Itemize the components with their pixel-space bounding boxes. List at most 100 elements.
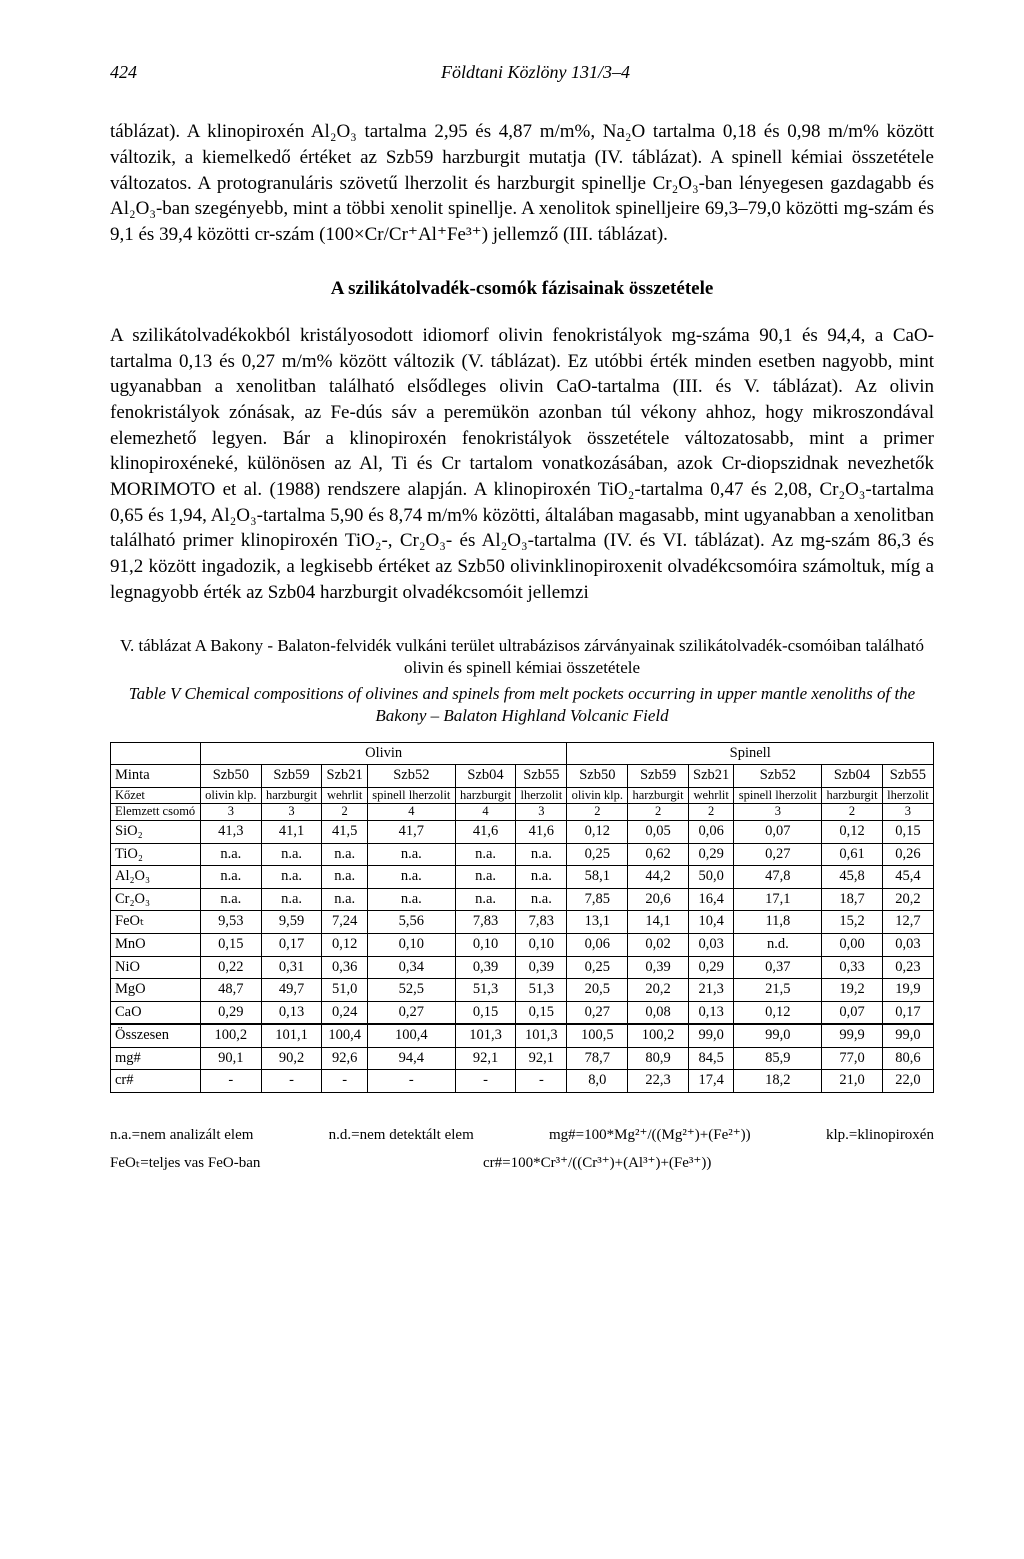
cell: 41,5 — [322, 821, 368, 844]
row-label: FeOₜ — [111, 911, 201, 934]
row-label: Cr₂O₃ — [111, 888, 201, 911]
cell: 47,8 — [734, 866, 822, 889]
cell: 78,7 — [567, 1047, 628, 1070]
cell: 21,3 — [688, 979, 734, 1002]
count-row: Elemzett csomó 3 3 2 4 4 3 2 2 2 3 2 3 — [111, 804, 934, 821]
table-row: MgO48,749,751,052,551,351,320,520,221,32… — [111, 979, 934, 1002]
cell: 92,1 — [455, 1047, 516, 1070]
cell: 50,0 — [688, 866, 734, 889]
cell: 0,06 — [688, 821, 734, 844]
cell: 0,15 — [200, 934, 261, 957]
row-label: Összesen — [111, 1024, 201, 1047]
table-caption-hu: V. táblázat A Bakony - Balaton-felvidék … — [110, 635, 934, 679]
cell: 0,29 — [688, 843, 734, 866]
cell: 51,0 — [322, 979, 368, 1002]
cell: 0,05 — [628, 821, 689, 844]
section-heading: A szilikátolvadék-csomók fázisainak össz… — [110, 276, 934, 302]
cell: 90,2 — [261, 1047, 322, 1070]
cell: 18,7 — [822, 888, 883, 911]
cell: 77,0 — [822, 1047, 883, 1070]
cell: 51,3 — [455, 979, 516, 1002]
cell: 0,13 — [261, 1001, 322, 1024]
row-label: mg# — [111, 1047, 201, 1070]
rock-type-row: Kőzet olivin klp. harzburgit wehrlit spi… — [111, 787, 934, 804]
elemzett-label: Elemzett csomó — [111, 804, 201, 821]
cell: 0,25 — [567, 843, 628, 866]
table-row: Al₂O₃n.a.n.a.n.a.n.a.n.a.n.a.58,144,250,… — [111, 866, 934, 889]
cell: 21,5 — [734, 979, 822, 1002]
row-label: Al₂O₃ — [111, 866, 201, 889]
cell: - — [367, 1070, 455, 1093]
cell: 44,2 — [628, 866, 689, 889]
cell: 16,4 — [688, 888, 734, 911]
table-row: Összesen100,2101,1100,4100,4101,3101,310… — [111, 1024, 934, 1047]
cell: 45,8 — [822, 866, 883, 889]
cell: 5,56 — [367, 911, 455, 934]
cell: 8,0 — [567, 1070, 628, 1093]
cell: 20,2 — [628, 979, 689, 1002]
row-label: MnO — [111, 934, 201, 957]
journal-title: Földtani Közlöny 131/3–4 — [137, 60, 934, 84]
row-label: cr# — [111, 1070, 201, 1093]
cell: n.a. — [200, 866, 261, 889]
cell: 0,03 — [688, 934, 734, 957]
cell: 0,31 — [261, 956, 322, 979]
kozet-label: Kőzet — [111, 787, 201, 804]
cell: 0,17 — [882, 1001, 933, 1024]
cell: 0,15 — [516, 1001, 567, 1024]
row-label: MgO — [111, 979, 201, 1002]
cell: n.a. — [367, 843, 455, 866]
cell: - — [322, 1070, 368, 1093]
cell: 20,2 — [882, 888, 933, 911]
paragraph-1: táblázat). A klinopiroxén Al₂O₃ tartalma… — [110, 119, 934, 247]
cell: 100,2 — [628, 1024, 689, 1047]
cell: 0,37 — [734, 956, 822, 979]
cell: 0,25 — [567, 956, 628, 979]
cell: 80,9 — [628, 1047, 689, 1070]
cell: 45,4 — [882, 866, 933, 889]
table-row: TiO₂n.a.n.a.n.a.n.a.n.a.n.a.0,250,620,29… — [111, 843, 934, 866]
cell: 92,1 — [516, 1047, 567, 1070]
cell: 0,12 — [822, 821, 883, 844]
cell: n.a. — [516, 888, 567, 911]
cell: 41,6 — [516, 821, 567, 844]
cell: 17,4 — [688, 1070, 734, 1093]
cell: - — [455, 1070, 516, 1093]
footnote-na: n.a.=nem analizált elem — [110, 1121, 253, 1150]
paragraph-2: A szilikátolvadékokból kristályosodott i… — [110, 323, 934, 605]
cell: 41,6 — [455, 821, 516, 844]
cell: 48,7 — [200, 979, 261, 1002]
cell: n.a. — [322, 866, 368, 889]
cell: 22,0 — [882, 1070, 933, 1093]
cell: n.a. — [367, 888, 455, 911]
footnotes: n.a.=nem analizált elem n.d.=nem detektá… — [110, 1121, 934, 1178]
cell: 41,3 — [200, 821, 261, 844]
cell: 13,1 — [567, 911, 628, 934]
table-row: Cr₂O₃n.a.n.a.n.a.n.a.n.a.n.a.7,8520,616,… — [111, 888, 934, 911]
cell: 0,39 — [516, 956, 567, 979]
cell: n.d. — [734, 934, 822, 957]
table-row: cr#------8,022,317,418,221,022,0 — [111, 1070, 934, 1093]
cell: 21,0 — [822, 1070, 883, 1093]
cell: 52,5 — [367, 979, 455, 1002]
cell: 15,2 — [822, 911, 883, 934]
table-row: NiO0,220,310,360,340,390,390,250,390,290… — [111, 956, 934, 979]
cell: 0,08 — [628, 1001, 689, 1024]
cell: n.a. — [200, 888, 261, 911]
cell: 12,7 — [882, 911, 933, 934]
cell: 84,5 — [688, 1047, 734, 1070]
cell: 101,3 — [516, 1024, 567, 1047]
cell: 9,59 — [261, 911, 322, 934]
cell: 100,5 — [567, 1024, 628, 1047]
page-header: 424 Földtani Közlöny 131/3–4 — [110, 60, 934, 84]
cell: 90,1 — [200, 1047, 261, 1070]
cell: 0,22 — [200, 956, 261, 979]
cell: 92,6 — [322, 1047, 368, 1070]
table-row: MnO0,150,170,120,100,100,100,060,020,03n… — [111, 934, 934, 957]
cell: n.a. — [455, 866, 516, 889]
cell: 100,2 — [200, 1024, 261, 1047]
cell: 10,4 — [688, 911, 734, 934]
footnote-feo: FeOₜ=teljes vas FeO-ban — [110, 1149, 260, 1178]
cell: 80,6 — [882, 1047, 933, 1070]
cell: 0,62 — [628, 843, 689, 866]
